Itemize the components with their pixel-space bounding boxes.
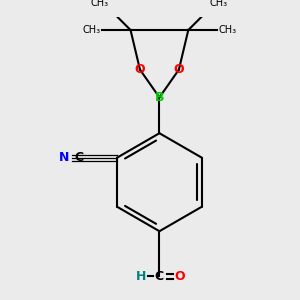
Text: C: C [75,151,84,164]
Text: B: B [155,91,164,104]
Text: CH₃: CH₃ [210,0,228,8]
Text: C: C [155,270,164,283]
Text: O: O [135,63,145,76]
Text: CH₃: CH₃ [82,25,100,35]
Text: O: O [175,270,185,283]
Text: CH₃: CH₃ [218,25,237,35]
Text: CH₃: CH₃ [91,0,109,8]
Text: H: H [135,270,146,283]
Text: N: N [59,151,69,164]
Text: O: O [174,63,184,76]
